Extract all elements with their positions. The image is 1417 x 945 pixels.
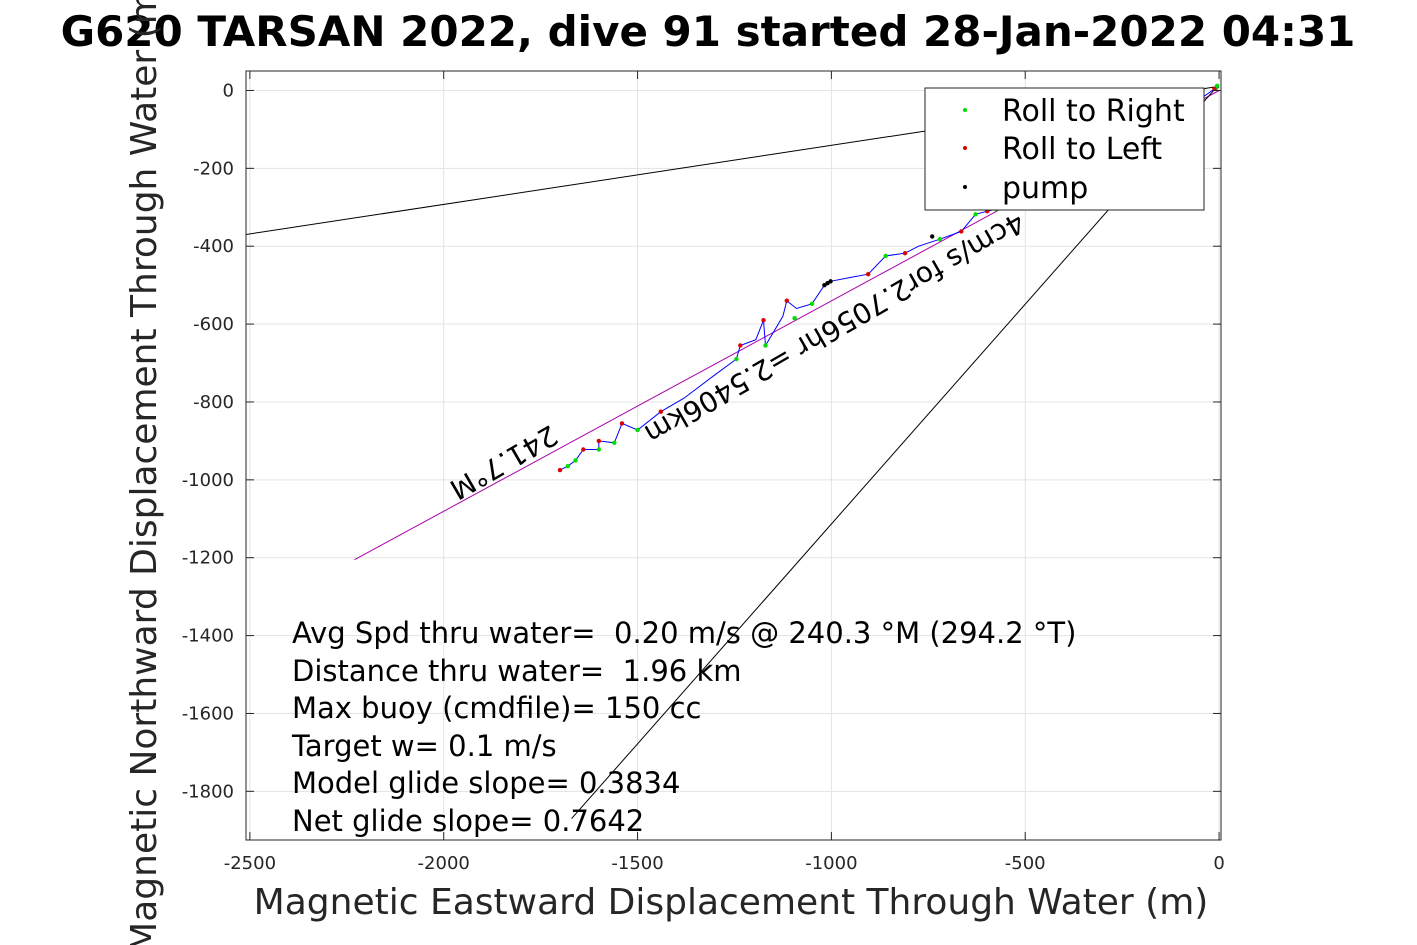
point-roll-to-left — [866, 272, 871, 277]
stat-target-w: Target w= 0.1 m/s — [291, 729, 557, 763]
point-roll-to-right — [937, 237, 943, 242]
point-pump — [930, 234, 935, 239]
legend-label-roll-left: Roll to Left — [1002, 132, 1162, 167]
stats-block: Avg Spd thru water= 0.20 m/s @ 240.3 °M … — [291, 616, 1076, 838]
y-tick-label: 0 — [223, 80, 234, 101]
point-roll-to-right — [596, 447, 601, 452]
point-roll-to-left — [658, 409, 663, 414]
stat-avg-speed: Avg Spd thru water= 0.20 m/s @ 240.3 °M … — [292, 616, 1076, 650]
point-roll-to-left — [557, 467, 563, 473]
y-tick-label: -1800 — [182, 781, 234, 802]
point-roll-to-right — [573, 458, 578, 463]
point-roll-to-left — [959, 229, 964, 234]
y-tick-label: -400 — [193, 236, 234, 257]
legend-label-pump: pump — [1002, 171, 1088, 206]
point-roll-to-right — [635, 427, 640, 433]
stat-model-glide: Model glide slope= 0.3834 — [292, 766, 680, 800]
point-roll-to-right — [763, 343, 768, 348]
point-roll-to-left — [596, 438, 601, 444]
point-roll-to-left — [581, 447, 586, 452]
point-roll-to-left — [761, 318, 766, 323]
legend: Roll to Right Roll to Left pump — [924, 87, 1205, 211]
point-roll-to-left — [784, 298, 789, 303]
y-tick-label: -800 — [193, 392, 234, 413]
point-roll-to-right — [792, 316, 797, 321]
point-roll-to-right — [565, 464, 570, 469]
stat-distance: Distance thru water= 1.96 km — [292, 654, 742, 688]
point-roll-to-left — [738, 343, 743, 348]
x-tick-label: 0 — [1213, 853, 1224, 874]
x-tick-label: -500 — [1005, 853, 1046, 874]
point-roll-to-right — [883, 253, 888, 259]
point-roll-to-right — [809, 301, 815, 306]
y-tick-label: -1400 — [182, 626, 234, 647]
y-tick-label: -1000 — [182, 470, 234, 491]
legend-marker-pump — [963, 185, 967, 189]
y-axis-label: Magnetic Northward Displacement Through … — [124, 0, 165, 945]
y-tick-label: -1200 — [182, 548, 234, 569]
plot-frame — [245, 70, 1222, 841]
point-roll-to-right — [612, 440, 617, 445]
x-tick-label: -2000 — [418, 853, 470, 874]
y-tick-label: -200 — [193, 158, 234, 179]
x-tick-label: -2500 — [224, 853, 276, 874]
y-tick-label: -1600 — [182, 703, 234, 724]
point-pump — [822, 283, 827, 288]
legend-label-roll-right: Roll to Right — [1002, 94, 1185, 129]
stat-net-glide: Net glide slope= 0.7642 — [292, 804, 644, 838]
point-roll-to-right — [973, 212, 978, 217]
point-roll-to-left — [619, 421, 625, 426]
x-tick-label: -1500 — [611, 853, 663, 874]
x-axis-label: Magnetic Eastward Displacement Through W… — [254, 882, 1209, 923]
point-roll-to-right — [734, 356, 739, 362]
legend-box — [924, 87, 1205, 211]
axis-ticks: -2500 -2000 -1500 -1000 -500 0 0 -200 -400 -600 -8… — [182, 71, 1225, 874]
y-tick-label: -600 — [193, 314, 234, 335]
stat-max-buoy: Max buoy (cmdfile)= 150 cc — [292, 691, 701, 725]
x-tick-label: -1000 — [805, 853, 857, 874]
point-roll-to-left — [902, 251, 908, 256]
legend-marker-roll-left — [963, 146, 967, 150]
legend-marker-roll-right — [963, 108, 967, 112]
chart-title: G620 TARSAN 2022, dive 91 started 28-Jan… — [61, 7, 1356, 56]
